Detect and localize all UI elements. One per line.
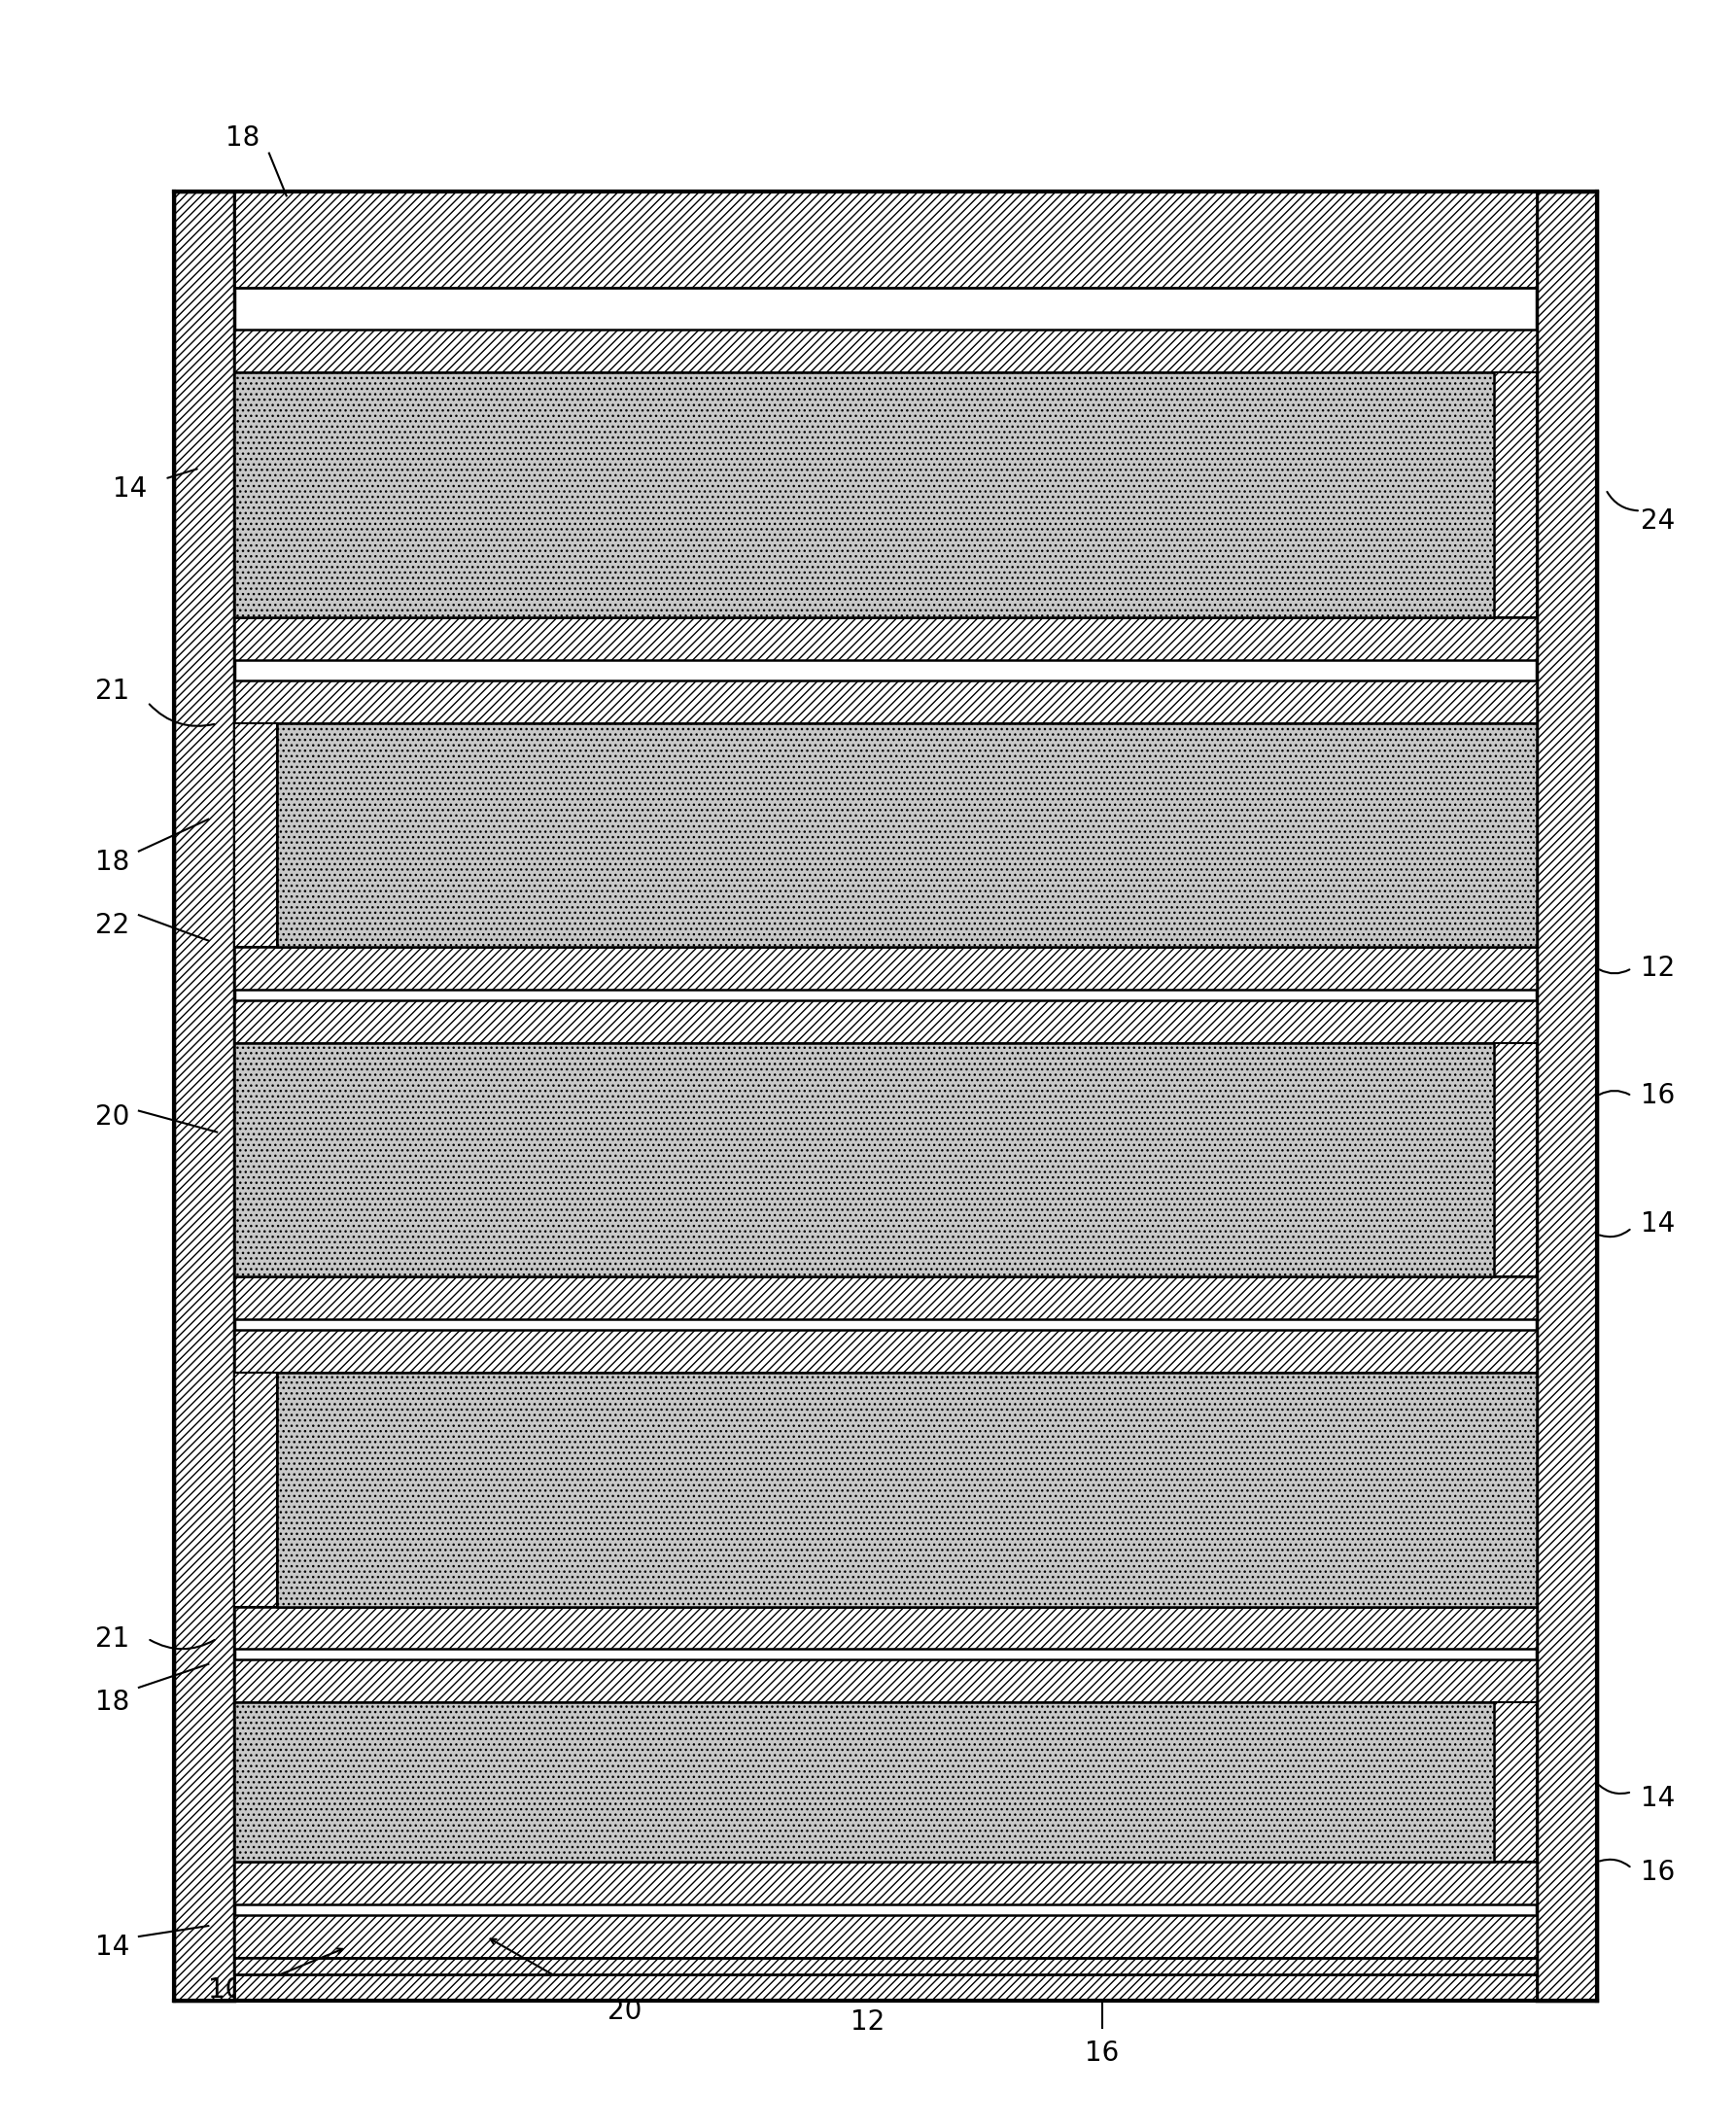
Text: 14: 14 (95, 1934, 130, 1960)
Bar (234, 1915, 1536, 1958)
Text: 16: 16 (1641, 1860, 1675, 1885)
Bar (234, 1043, 1493, 1277)
Bar (234, 1330, 1536, 1373)
Text: 21: 21 (95, 1626, 130, 1651)
Text: 22: 22 (95, 913, 130, 938)
Bar (234, 1862, 1536, 1905)
Bar (234, 947, 1536, 990)
Bar (234, 192, 1536, 287)
Bar (234, 1000, 1536, 1043)
Bar (234, 617, 1536, 660)
Bar (234, 1607, 1536, 1649)
Text: 16: 16 (1641, 1083, 1675, 1109)
Text: 24: 24 (1641, 509, 1675, 534)
Bar (234, 681, 1536, 724)
Bar (174, 192, 234, 2000)
Bar (234, 330, 1536, 372)
Bar (234, 1277, 1536, 1319)
Bar (234, 1660, 1536, 1702)
Bar (234, 1975, 1536, 2000)
Bar (234, 372, 1493, 617)
Text: 20: 20 (608, 1998, 642, 2024)
Text: 10: 10 (208, 1977, 243, 2002)
Text: 14: 14 (113, 477, 148, 502)
Bar (1536, 192, 1597, 2000)
Text: 14: 14 (1641, 1211, 1675, 1236)
Bar (1493, 372, 1536, 617)
Text: 12: 12 (1641, 955, 1675, 981)
Text: 18: 18 (226, 126, 260, 151)
Text: 18: 18 (95, 849, 130, 875)
Bar (1493, 1702, 1536, 1862)
Bar (234, 1958, 1536, 2000)
Text: 12: 12 (851, 2009, 885, 2034)
Bar (234, 1702, 1493, 1862)
Text: 16: 16 (1085, 2041, 1120, 2066)
Text: 14: 14 (1641, 1785, 1675, 1811)
Text: 21: 21 (95, 679, 130, 704)
Text: 20: 20 (95, 1104, 130, 1130)
Bar (1493, 1043, 1536, 1277)
Bar (234, 1373, 278, 1607)
Bar (234, 724, 278, 947)
Text: 18: 18 (95, 1690, 130, 1715)
Bar (278, 1373, 1536, 1607)
Bar (278, 724, 1536, 947)
